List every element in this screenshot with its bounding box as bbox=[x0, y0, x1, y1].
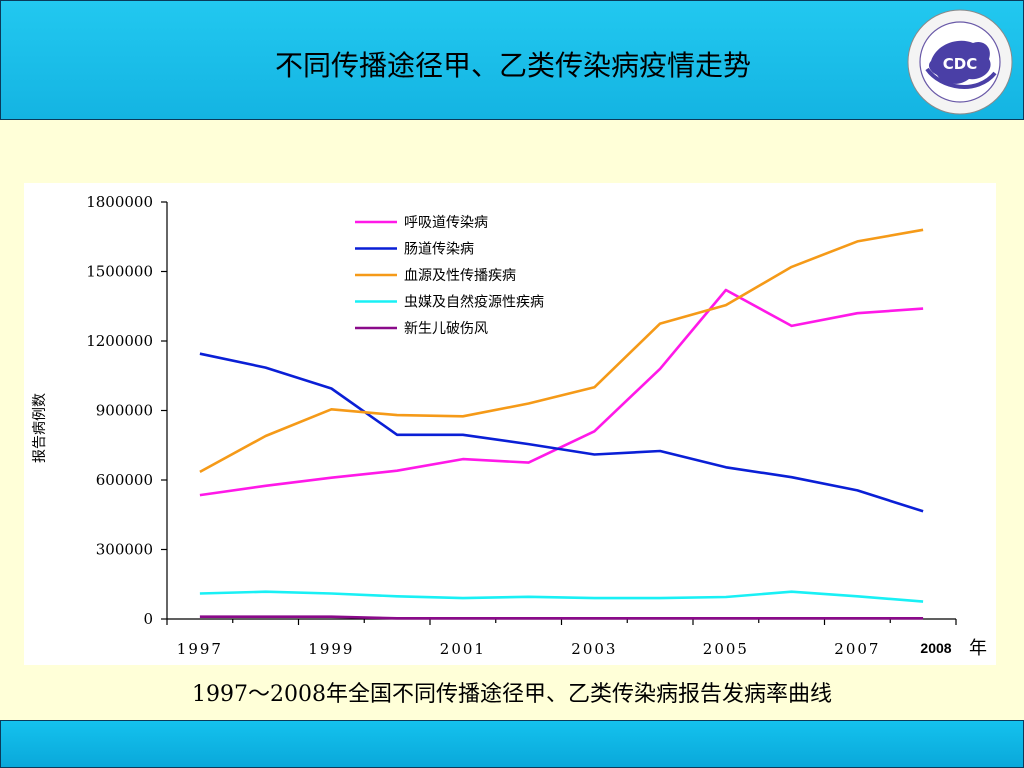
legend-label: 新生儿破伤风 bbox=[404, 321, 488, 337]
y-tick-label: 0 bbox=[143, 610, 153, 628]
series-line-2 bbox=[199, 228, 924, 474]
series-line-4 bbox=[199, 615, 924, 620]
legend-label: 呼吸道传染病 bbox=[404, 215, 488, 231]
footer-bar bbox=[0, 720, 1024, 768]
y-tick-label: 1800000 bbox=[86, 193, 153, 211]
y-tick-label: 900000 bbox=[96, 402, 153, 420]
cdc-logo-icon: CDC bbox=[907, 9, 1013, 115]
y-axis-title: 报告病例数 bbox=[32, 393, 48, 463]
x-tick-label-2008: 2008 bbox=[920, 640, 951, 656]
series-line-0 bbox=[199, 288, 924, 497]
x-tick-label: 2005 bbox=[703, 640, 749, 658]
y-tick-label: 300000 bbox=[96, 541, 153, 559]
series-line-3 bbox=[199, 590, 924, 603]
axes: 0 300000 600000 900000 1200000 1500000 1800000… bbox=[86, 193, 957, 658]
chart-panel: 0 300000 600000 900000 1200000 1500000 1800000… bbox=[24, 183, 996, 665]
slide-title: 不同传播途径甲、乙类传染病疫情走势 bbox=[274, 49, 751, 82]
legend-label: 血源及性传播疾病 bbox=[404, 268, 516, 284]
legend-label: 虫媒及自然疫源性疾病 bbox=[404, 294, 544, 311]
x-tick-label: 1999 bbox=[308, 640, 354, 658]
header-bar: 不同传播途径甲、乙类传染病疫情走势 CDC bbox=[0, 0, 1024, 120]
legend-label: 肠道传染病 bbox=[404, 242, 474, 258]
x-tick-label: 2007 bbox=[834, 640, 880, 658]
series-line-1 bbox=[199, 352, 924, 513]
logo-text: CDC bbox=[943, 55, 977, 73]
line-chart: 0 300000 600000 900000 1200000 1500000 1800000… bbox=[32, 193, 987, 659]
series-lines bbox=[199, 228, 924, 620]
chart-caption: 1997～2008年全国不同传播途径甲、乙类传染病报告发病率曲线 bbox=[192, 682, 832, 707]
x-tick-label: 2003 bbox=[571, 640, 617, 658]
x-tick-label: 2001 bbox=[440, 640, 486, 658]
x-axis-title: 年 bbox=[969, 638, 987, 659]
x-tick-label: 1997 bbox=[177, 640, 223, 658]
y-tick-label: 600000 bbox=[96, 471, 153, 489]
y-tick-label: 1500000 bbox=[86, 263, 153, 281]
y-tick-label: 1200000 bbox=[86, 332, 153, 350]
